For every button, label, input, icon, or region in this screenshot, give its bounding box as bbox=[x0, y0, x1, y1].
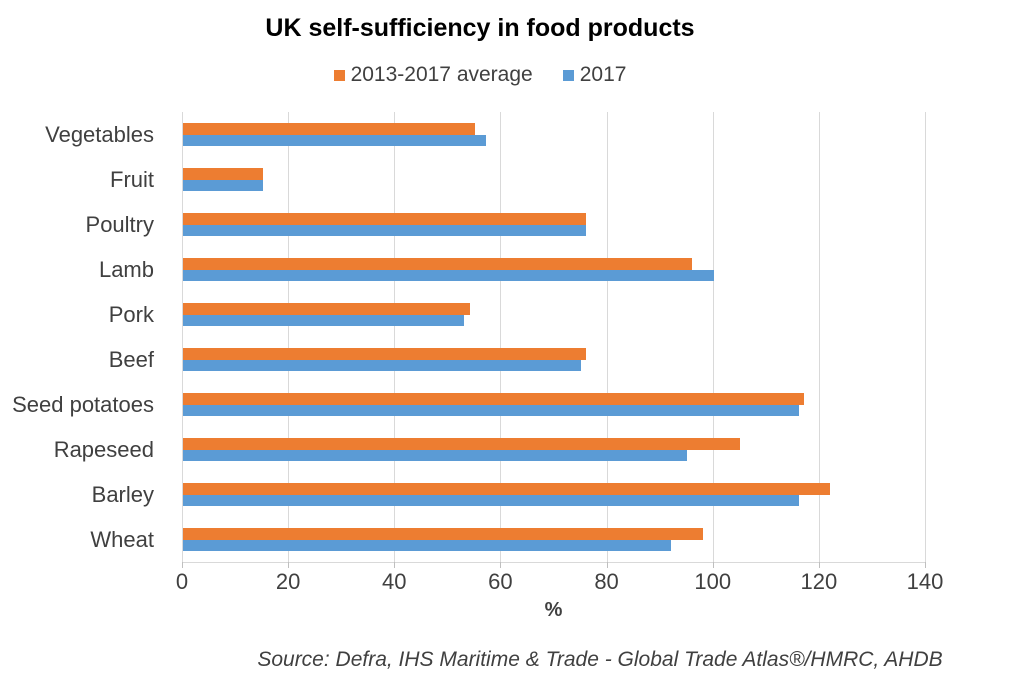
bar-vegetables-2017 bbox=[183, 134, 486, 146]
category-label-fruit: Fruit bbox=[110, 166, 154, 192]
source-note: Source: Defra, IHS Maritime & Trade - Gl… bbox=[257, 648, 943, 671]
tick-mark-20 bbox=[288, 562, 290, 568]
bar-wheat-2017 bbox=[183, 539, 672, 551]
category-label-beef: Beef bbox=[108, 346, 154, 372]
bar-lamb-average bbox=[183, 258, 693, 270]
tick-label-40: 40 bbox=[382, 569, 407, 594]
bar-rapeseed-average bbox=[183, 438, 741, 450]
category-label-poultry: Poultry bbox=[85, 211, 154, 237]
gridline-40 bbox=[394, 112, 396, 562]
legend-swatch-blue-icon bbox=[562, 69, 574, 81]
bar-pork-2017 bbox=[183, 314, 465, 326]
legend: 2013-2017 average 2017 bbox=[0, 63, 960, 87]
tick-mark-100 bbox=[712, 562, 714, 568]
x-axis-line bbox=[182, 562, 926, 563]
gridline-20 bbox=[288, 112, 290, 562]
category-label-vegetables: Vegetables bbox=[45, 121, 154, 147]
bar-wheat-average bbox=[183, 528, 704, 540]
gridline-100 bbox=[712, 112, 714, 562]
legend-label-2017: 2017 bbox=[579, 63, 627, 86]
gridline-140 bbox=[925, 112, 926, 562]
bar-lamb-2017 bbox=[183, 269, 714, 281]
bar-pork-average bbox=[183, 303, 470, 315]
tick-mark-120 bbox=[818, 562, 820, 568]
tick-mark-60 bbox=[500, 562, 502, 568]
chart-title: UK self-sufficiency in food products bbox=[265, 14, 695, 42]
tick-mark-0 bbox=[182, 562, 183, 568]
x-axis-title: % bbox=[544, 599, 563, 621]
tick-mark-140 bbox=[925, 562, 926, 568]
bar-vegetables-average bbox=[183, 123, 475, 135]
bar-poultry-2017 bbox=[183, 224, 587, 236]
category-label-pork: Pork bbox=[108, 301, 154, 327]
legend-item-average: 2013-2017 average bbox=[333, 63, 533, 87]
category-label-barley: Barley bbox=[91, 481, 154, 507]
bar-beef-average bbox=[183, 348, 587, 360]
bar-beef-2017 bbox=[183, 359, 582, 371]
tick-label-100: 100 bbox=[694, 569, 732, 594]
category-label-wheat: Wheat bbox=[90, 526, 154, 552]
gridline-0 bbox=[182, 112, 183, 562]
tick-label-120: 120 bbox=[800, 569, 838, 594]
bar-poultry-average bbox=[183, 213, 587, 225]
tick-mark-40 bbox=[394, 562, 396, 568]
y-axis-category-labels: Vegetables Fruit Poultry Lamb Pork Beef Seed p… bbox=[0, 112, 168, 562]
tick-label-140: 140 bbox=[906, 569, 944, 594]
bar-fruit-2017 bbox=[183, 179, 263, 191]
bar-barley-average bbox=[183, 483, 831, 495]
gridline-60 bbox=[500, 112, 502, 562]
category-label-lamb: Lamb bbox=[98, 256, 154, 282]
legend-swatch-orange-icon bbox=[333, 69, 345, 81]
tick-label-20: 20 bbox=[275, 569, 301, 594]
tick-label-60: 60 bbox=[488, 569, 513, 594]
gridline-80 bbox=[606, 112, 608, 562]
plot-area bbox=[182, 112, 926, 562]
bar-seed-potatoes-average bbox=[183, 393, 804, 405]
category-label-seed-potatoes: Seed potatoes bbox=[12, 391, 154, 417]
tick-mark-80 bbox=[606, 562, 608, 568]
category-label-rapeseed: Rapeseed bbox=[53, 436, 154, 462]
gridline-120 bbox=[818, 112, 820, 562]
legend-item-2017: 2017 bbox=[562, 63, 627, 87]
bar-rapeseed-2017 bbox=[183, 449, 688, 461]
bar-fruit-average bbox=[183, 168, 263, 180]
tick-label-80: 80 bbox=[594, 569, 619, 594]
tick-label-0: 0 bbox=[175, 569, 189, 594]
legend-label-average: 2013-2017 average bbox=[350, 63, 533, 86]
bar-barley-2017 bbox=[183, 494, 799, 506]
bar-seed-potatoes-2017 bbox=[183, 404, 799, 416]
